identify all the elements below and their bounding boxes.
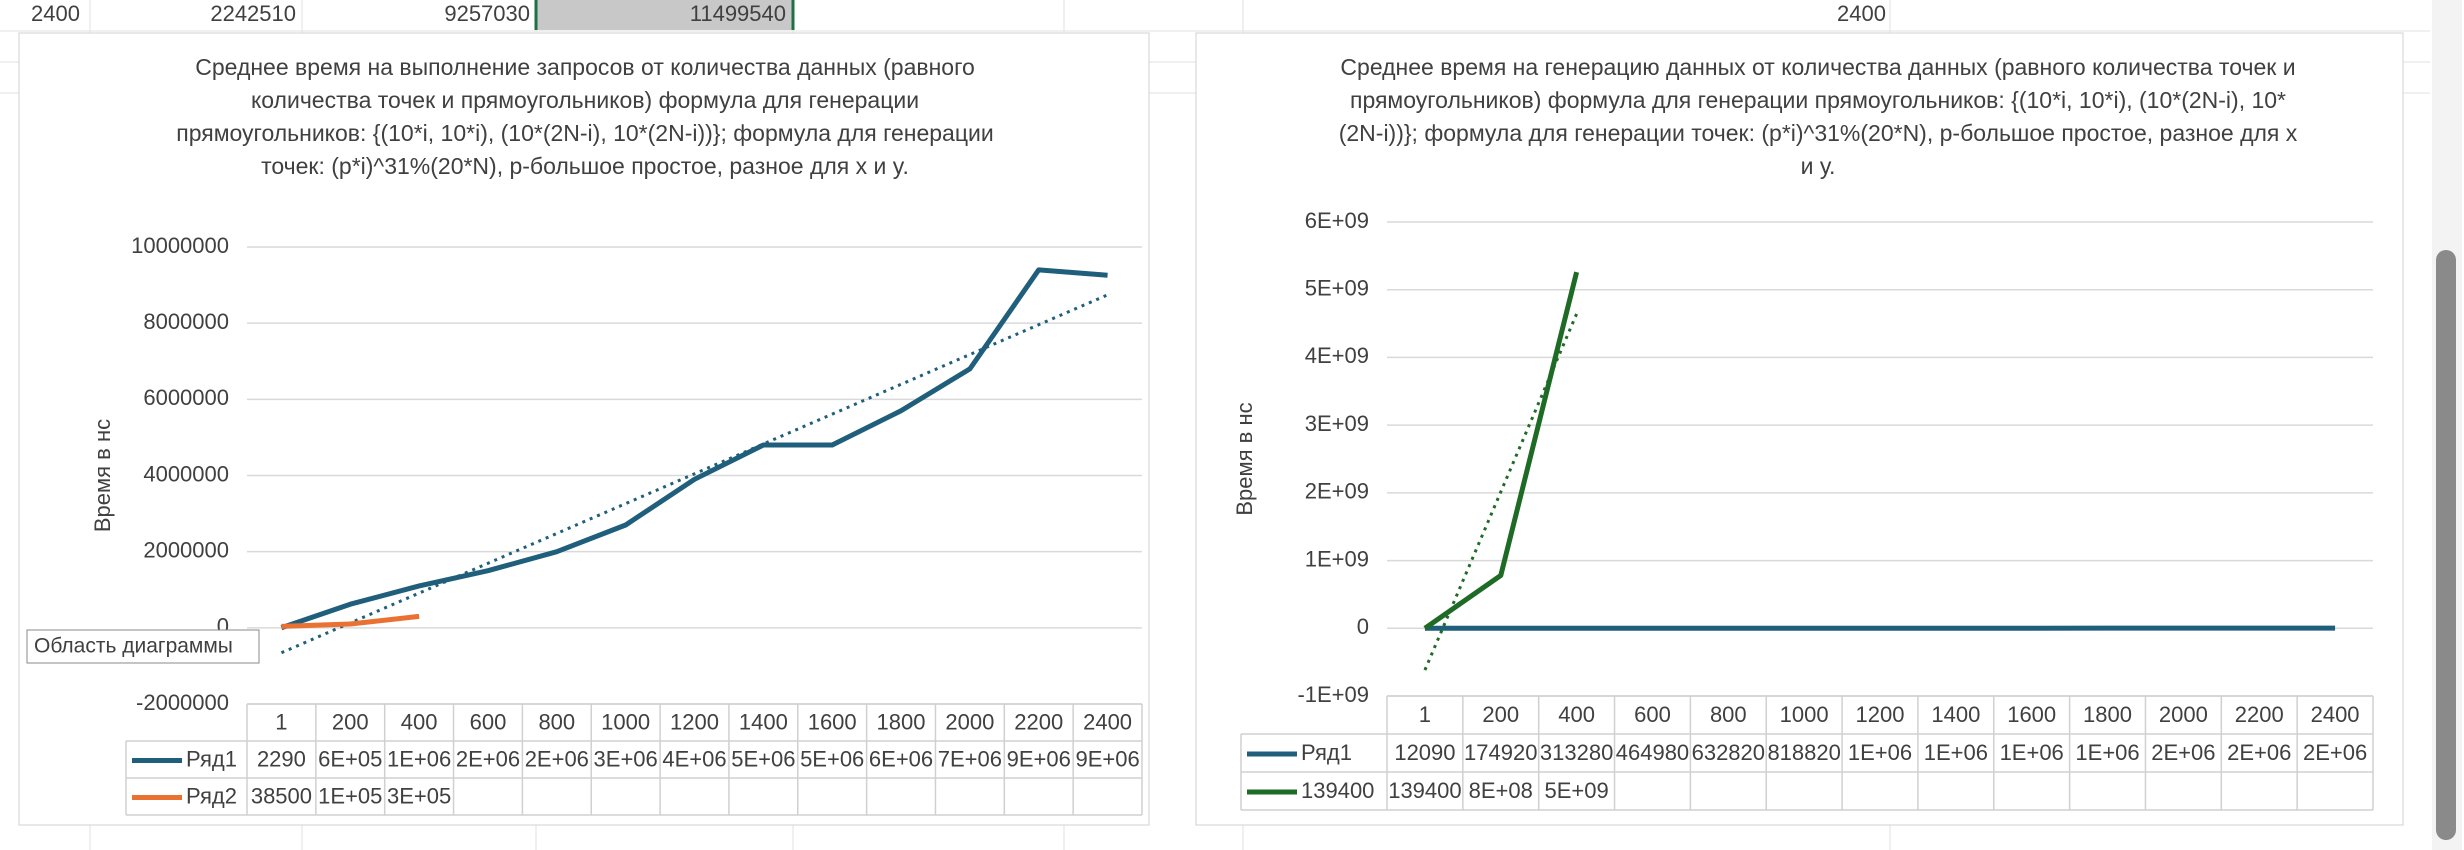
x-tick-label: 400: [401, 709, 438, 734]
table-value: 6E+06: [869, 746, 933, 771]
table-value: 464980: [1616, 740, 1689, 765]
series-line: [281, 613, 420, 629]
table-value: 6E+05: [318, 746, 382, 771]
cell[interactable]: 2400: [1837, 1, 1886, 26]
chart-area: [18, 32, 1150, 826]
table-value: 313280: [1540, 740, 1613, 765]
y-tick-label: 3E+09: [1305, 411, 1369, 436]
x-tick-label: 2000: [2159, 702, 2208, 727]
cell[interactable]: 2400: [31, 1, 80, 26]
table-value: 632820: [1692, 740, 1765, 765]
table-value: 3E+05: [387, 783, 451, 808]
chart-area: [1195, 32, 2404, 826]
x-tick-label: 800: [538, 709, 575, 734]
table-value: 2290: [257, 746, 306, 771]
table-value: 5E+06: [800, 746, 864, 771]
y-tick-label: 2E+09: [1305, 479, 1369, 504]
cell[interactable]: 9257030: [444, 1, 530, 26]
x-tick-label: 1800: [877, 709, 926, 734]
x-tick-label: 1400: [1931, 702, 1980, 727]
series-line: [280, 267, 1108, 631]
y-tick-label: 5E+09: [1305, 276, 1369, 301]
x-tick-label: 1600: [808, 709, 857, 734]
y-axis-label: Время в нс: [90, 419, 115, 532]
legend-label: 139400: [1301, 778, 1374, 803]
table-value: 7E+06: [938, 746, 1002, 771]
y-tick-label: 6E+09: [1305, 208, 1369, 233]
x-tick-label: 600: [470, 709, 507, 734]
x-tick-label: 2000: [945, 709, 994, 734]
table-value: 1E+06: [1924, 740, 1988, 765]
tooltip-text: Область диаграммы: [34, 635, 233, 658]
table-value: 139400: [1388, 778, 1461, 803]
x-tick-label: 800: [1710, 702, 1747, 727]
y-tick-label: 0: [1357, 614, 1369, 639]
y-tick-label: -1E+09: [1297, 682, 1369, 707]
table-value: 38500: [251, 783, 312, 808]
table-value: 174920: [1464, 740, 1537, 765]
x-tick-label: 200: [1482, 702, 1519, 727]
table-value: 2E+06: [456, 746, 520, 771]
chart-title: Среднее время на генерацию данных от кол…: [1338, 54, 2298, 179]
x-tick-label: 1: [275, 709, 287, 734]
x-tick-label: 1800: [2083, 702, 2132, 727]
table-value: 2E+06: [2303, 740, 2367, 765]
y-tick-label: 4000000: [143, 461, 229, 486]
table-value: 1E+06: [2075, 740, 2139, 765]
y-tick-label: 8000000: [143, 309, 229, 334]
table-value: 8E+08: [1469, 778, 1533, 803]
x-tick-label: 1000: [601, 709, 650, 734]
table-value: 1E+06: [2000, 740, 2064, 765]
y-tick-label: 2000000: [143, 537, 229, 562]
trendline: [1423, 313, 1579, 671]
scroll-thumb[interactable]: [2436, 250, 2456, 840]
table-value: 5E+09: [1544, 778, 1608, 803]
y-axis-label: Время в нс: [1232, 402, 1257, 515]
table-value: 1E+06: [1848, 740, 1912, 765]
legend-label: Ряд2: [186, 783, 237, 808]
table-value: 818820: [1767, 740, 1840, 765]
cell[interactable]: 2242510: [210, 1, 296, 26]
table-value: 5E+06: [731, 746, 795, 771]
table-value: 2E+06: [2151, 740, 2215, 765]
legend-label: Ряд1: [186, 746, 237, 771]
table-value: 2E+06: [525, 746, 589, 771]
x-tick-label: 1600: [2007, 702, 2056, 727]
x-tick-label: 600: [1634, 702, 1671, 727]
table-value: 1E+06: [387, 746, 451, 771]
selected-cell[interactable]: [536, 0, 793, 30]
chart-title: Среднее время на выполнение запросов от …: [176, 54, 994, 179]
cell[interactable]: 11499540: [690, 1, 786, 26]
charts: -2000000 0 2000000 4000000 6000000 8000000 100…: [18, 32, 2404, 826]
table-value: 4E+06: [662, 746, 726, 771]
y-tick-label: 1E+09: [1305, 546, 1369, 571]
legend-label: Ряд1: [1301, 740, 1352, 765]
x-tick-label: 1200: [1856, 702, 1905, 727]
y-tick-label: 4E+09: [1305, 343, 1369, 368]
table-value: 9E+06: [1007, 746, 1071, 771]
x-tick-label: 2200: [2235, 702, 2284, 727]
y-tick-label: 6000000: [143, 385, 229, 410]
tooltip: Область диаграммы: [26, 629, 260, 664]
x-tick-label: 1400: [739, 709, 788, 734]
x-tick-label: 2400: [1083, 709, 1132, 734]
y-tick-label: -2000000: [136, 690, 229, 715]
table-value: 1E+05: [318, 783, 382, 808]
x-tick-label: 2400: [2311, 702, 2360, 727]
y-tick-label: 10000000: [131, 233, 229, 258]
table-value: 2E+06: [2227, 740, 2291, 765]
x-tick-label: 2200: [1014, 709, 1063, 734]
table-value: 12090: [1394, 740, 1455, 765]
x-tick-label: 400: [1558, 702, 1595, 727]
x-tick-label: 1000: [1780, 702, 1829, 727]
trendline: [280, 293, 1109, 655]
x-tick-label: 200: [332, 709, 369, 734]
x-tick-label: 1: [1419, 702, 1431, 727]
tooltip-box: [26, 629, 260, 664]
x-tick-label: 1200: [670, 709, 719, 734]
table-value: 3E+06: [594, 746, 658, 771]
table-value: 9E+06: [1075, 746, 1139, 771]
